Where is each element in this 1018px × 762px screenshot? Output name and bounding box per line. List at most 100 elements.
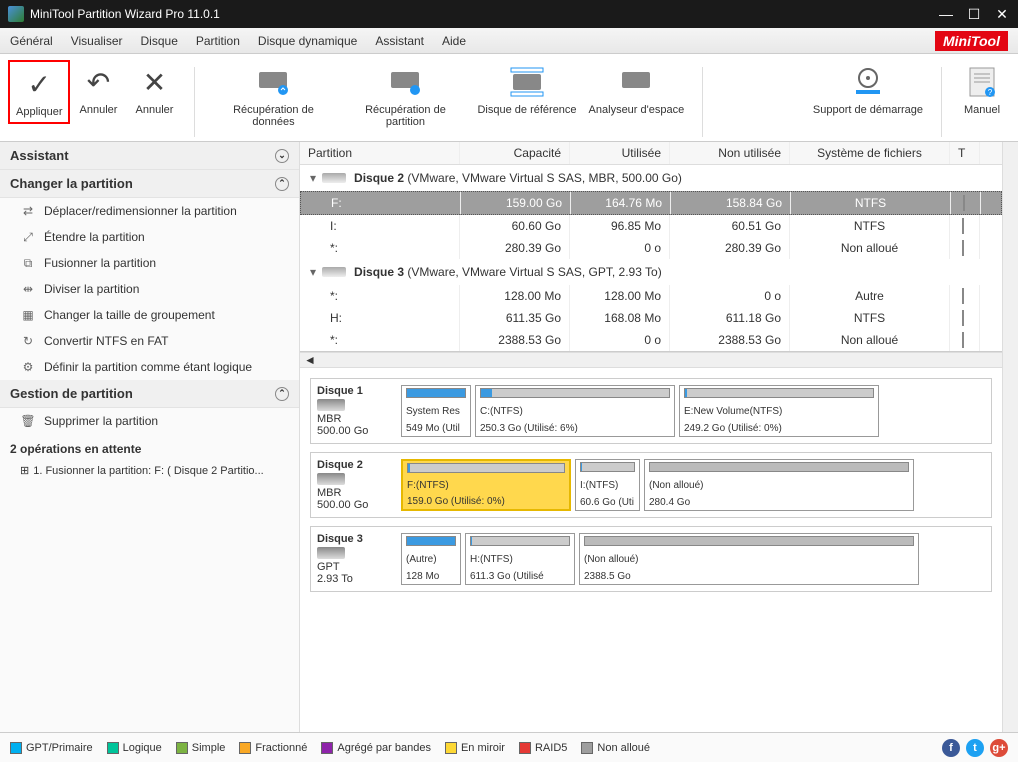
- sidebar-item[interactable]: 🗑Supprimer la partition: [0, 408, 299, 434]
- action-icon: ⇹: [20, 281, 36, 297]
- sidebar-section-change-partition[interactable]: Changer la partition ⌃: [0, 170, 299, 198]
- action-icon: ↻: [20, 333, 36, 349]
- legend-bar: GPT/PrimaireLogiqueSimpleFractionnéAgrég…: [0, 732, 1018, 762]
- partition-row[interactable]: *:280.39 Go0 o280.39 GoNon alloué: [300, 237, 1002, 259]
- col-type[interactable]: T: [950, 142, 980, 164]
- googleplus-icon[interactable]: g+: [990, 739, 1008, 757]
- disk-icon: [317, 399, 345, 411]
- partition-table: Partition Capacité Utilisée Non utilisée…: [300, 142, 1002, 352]
- legend-item: RAID5: [519, 742, 567, 754]
- col-used[interactable]: Utilisée: [570, 142, 670, 164]
- usage-bar: [584, 536, 914, 546]
- pending-operation[interactable]: ⊞1. Fusionner la partition: F: ( Disque …: [0, 460, 299, 481]
- titlebar: MiniTool Partition Wizard Pro 11.0.1 — ☐…: [0, 0, 1018, 28]
- partition-recovery-button[interactable]: Récupération de partition: [339, 60, 471, 132]
- disk-map-partition[interactable]: F:(NTFS)159.0 Go (Utilisé: 0%): [401, 459, 571, 511]
- legend-item: Simple: [176, 742, 226, 754]
- sidebar-item[interactable]: ⇹Diviser la partition: [0, 276, 299, 302]
- disk-map: Disque 3GPT2.93 To(Autre)128 MoH:(NTFS)6…: [310, 526, 992, 592]
- sidebar-item[interactable]: ⚙Définir la partition comme étant logiqu…: [0, 354, 299, 380]
- disk-map: Disque 1MBR500.00 GoSystem Res549 Mo (Ut…: [310, 378, 992, 444]
- col-partition[interactable]: Partition: [300, 142, 460, 164]
- disk-map-partition[interactable]: C:(NTFS)250.3 Go (Utilisé: 6%): [475, 385, 675, 437]
- manual-button[interactable]: ? Manuel: [954, 60, 1010, 120]
- usage-bar: [684, 388, 874, 398]
- sidebar-section-manage-partition[interactable]: Gestion de partition ⌃: [0, 380, 299, 408]
- disk-map-partition[interactable]: H:(NTFS)611.3 Go (Utilisé: [465, 533, 575, 585]
- space-analyzer-button[interactable]: Analyseur d'espace: [583, 60, 691, 120]
- partition-row[interactable]: *:128.00 Mo128.00 Mo0 oAutre: [300, 285, 1002, 307]
- disk-map-partition[interactable]: (Autre)128 Mo: [401, 533, 461, 585]
- disk-map-partition[interactable]: E:New Volume(NTFS)249.2 Go (Utilisé: 0%): [679, 385, 879, 437]
- sidebar-item[interactable]: ↻Convertir NTFS en FAT: [0, 328, 299, 354]
- disk-map-partition[interactable]: I:(NTFS)60.6 Go (Uti: [575, 459, 640, 511]
- partition-row[interactable]: F:159.00 Go164.76 Mo158.84 GoNTFS: [300, 191, 1002, 215]
- cancel-button[interactable]: ✕ Annuler: [126, 60, 182, 120]
- usage-bar: [470, 536, 570, 546]
- twitter-icon[interactable]: t: [966, 739, 984, 757]
- partition-row[interactable]: H:611.35 Go168.08 Mo611.18 GoNTFS: [300, 307, 1002, 329]
- partition-row[interactable]: I:60.60 Go96.85 Mo60.51 GoNTFS: [300, 215, 1002, 237]
- maximize-button[interactable]: ☐: [966, 6, 982, 23]
- menubar: Général Visualiser Disque Partition Disq…: [0, 28, 1018, 54]
- menu-general[interactable]: Général: [10, 34, 53, 48]
- disk-map-partition[interactable]: (Non alloué)2388.5 Go: [579, 533, 919, 585]
- usage-bar: [407, 463, 565, 473]
- apply-button[interactable]: ✓ Appliquer: [8, 60, 70, 124]
- main-area: Partition Capacité Utilisée Non utilisée…: [300, 142, 1002, 732]
- action-icon: ▦: [20, 307, 36, 323]
- usage-bar: [480, 388, 670, 398]
- sidebar-item[interactable]: ⧉Fusionner la partition: [0, 250, 299, 276]
- chevron-down-icon: ⌄: [275, 149, 289, 163]
- menu-aide[interactable]: Aide: [442, 34, 466, 48]
- disk-header[interactable]: ▾Disque 2 (VMware, VMware Virtual S SAS,…: [300, 165, 1002, 191]
- facebook-icon[interactable]: f: [942, 739, 960, 757]
- window-title: MiniTool Partition Wizard Pro 11.0.1: [30, 7, 938, 21]
- disk-header[interactable]: ▾Disque 3 (VMware, VMware Virtual S SAS,…: [300, 259, 1002, 285]
- undo-button[interactable]: ↶ Annuler: [70, 60, 126, 120]
- brand-logo: MiniTool: [935, 31, 1008, 51]
- menu-assistant[interactable]: Assistant: [375, 34, 424, 48]
- disk-info: Disque 1MBR500.00 Go: [317, 385, 397, 437]
- legend-item: Non alloué: [581, 742, 650, 754]
- disk-icon: [317, 473, 345, 485]
- bootable-media-button[interactable]: Support de démarrage: [807, 60, 929, 120]
- manual-icon: ?: [964, 64, 1000, 100]
- col-unused[interactable]: Non utilisée: [670, 142, 790, 164]
- minimize-button[interactable]: —: [938, 6, 954, 23]
- action-icon: ⇄: [20, 203, 36, 219]
- sidebar: Assistant ⌄ Changer la partition ⌃ ⇄Dépl…: [0, 142, 300, 732]
- partition-row[interactable]: *:2388.53 Go0 o2388.53 GoNon alloué: [300, 329, 1002, 351]
- menu-partition[interactable]: Partition: [196, 34, 240, 48]
- action-icon: ⧉: [20, 255, 36, 271]
- sidebar-item[interactable]: ▦Changer la taille de groupement: [0, 302, 299, 328]
- sidebar-section-assistant[interactable]: Assistant ⌄: [0, 142, 299, 170]
- col-filesystem[interactable]: Système de fichiers: [790, 142, 950, 164]
- usage-bar: [649, 462, 909, 472]
- legend-item: GPT/Primaire: [10, 742, 93, 754]
- usage-bar: [406, 536, 456, 546]
- sidebar-item[interactable]: ⇄Déplacer/redimensionner la partition: [0, 198, 299, 224]
- legend-item: Fractionné: [239, 742, 307, 754]
- close-button[interactable]: ✕: [994, 6, 1010, 23]
- vertical-scrollbar[interactable]: [1002, 142, 1018, 732]
- disk-map-area: Disque 1MBR500.00 GoSystem Res549 Mo (Ut…: [300, 368, 1002, 732]
- menu-disque[interactable]: Disque: [141, 34, 178, 48]
- disk-map-partition[interactable]: (Non alloué)280.4 Go: [644, 459, 914, 511]
- chevron-up-icon: ⌃: [275, 387, 289, 401]
- hdd-icon: [618, 64, 654, 100]
- menu-disque-dynamique[interactable]: Disque dynamique: [258, 34, 357, 48]
- action-icon: ⤢: [20, 229, 36, 245]
- disk-icon: [322, 173, 346, 183]
- data-recovery-button[interactable]: Récupération de données: [207, 60, 339, 132]
- sidebar-item[interactable]: ⤢Étendre la partition: [0, 224, 299, 250]
- horizontal-scrollbar[interactable]: ◄: [300, 352, 1002, 368]
- disc-icon: [850, 64, 886, 100]
- action-icon: ⚙: [20, 359, 36, 375]
- disk-map-partition[interactable]: System Res549 Mo (Util: [401, 385, 471, 437]
- disk-icon: [322, 267, 346, 277]
- menu-visualiser[interactable]: Visualiser: [71, 34, 123, 48]
- disk-benchmark-button[interactable]: Disque de référence: [471, 60, 582, 120]
- col-capacity[interactable]: Capacité: [460, 142, 570, 164]
- disk-icon: [317, 547, 345, 559]
